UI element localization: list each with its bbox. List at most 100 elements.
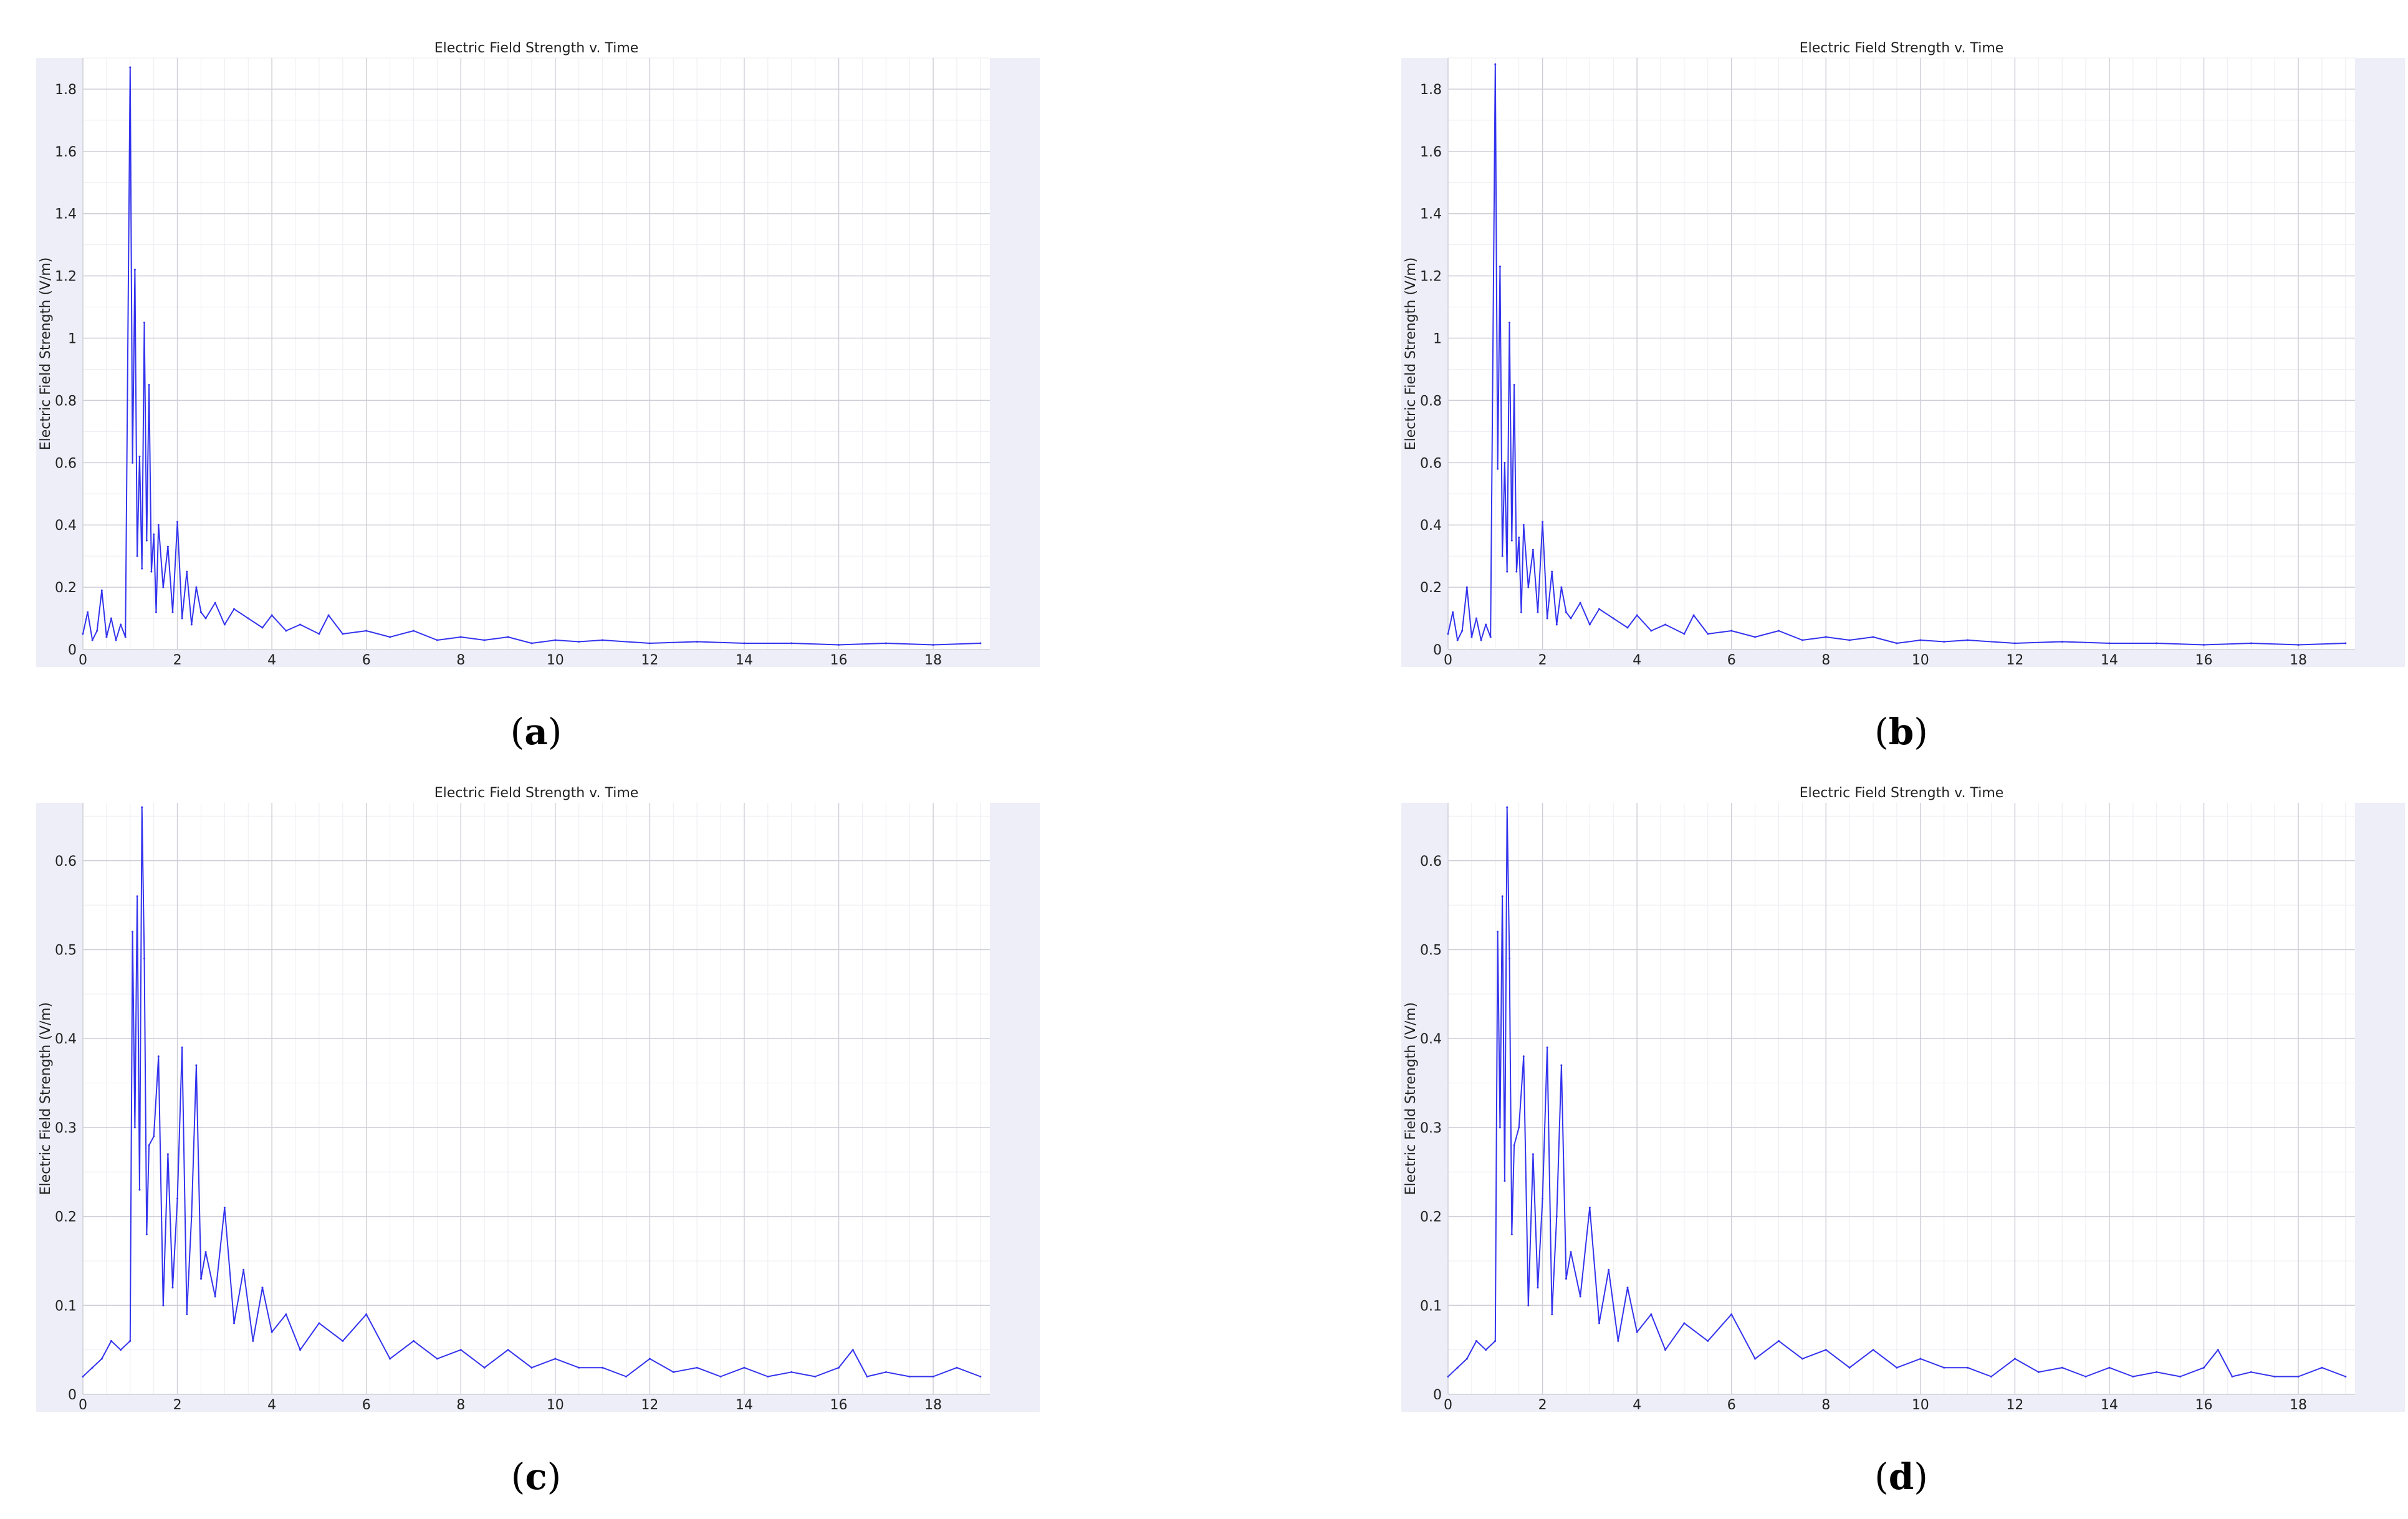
data-point: [648, 1358, 651, 1360]
x-tick-label: 18: [2290, 653, 2307, 667]
caption-letter-b: b: [1888, 711, 1914, 753]
data-point: [1497, 467, 1499, 470]
data-point: [195, 586, 198, 588]
data-point: [1527, 586, 1530, 588]
y-tick-label: 0: [1433, 1387, 1442, 1403]
x-tick-label: 10: [547, 653, 564, 667]
y-tick-label: 1.2: [55, 269, 77, 285]
data-point: [1560, 1064, 1563, 1066]
data-point: [743, 1366, 746, 1369]
data-point: [602, 639, 604, 641]
data-point: [2156, 1371, 2158, 1373]
data-point: [247, 617, 249, 620]
y-tick-label: 0.1: [55, 1298, 77, 1314]
data-point: [1943, 641, 1945, 643]
data-point: [141, 567, 143, 570]
data-point: [1872, 1349, 1874, 1351]
data-point: [1683, 1322, 1686, 1325]
x-tick-label: 2: [173, 1397, 182, 1412]
data-point: [1542, 520, 1544, 523]
data-point: [1598, 608, 1600, 610]
data-point: [100, 589, 103, 592]
data-point: [696, 641, 698, 643]
data-point: [285, 630, 287, 632]
data-point: [190, 1215, 193, 1218]
data-point: [790, 1371, 793, 1373]
data-point: [1546, 1046, 1548, 1048]
data-point: [195, 1064, 198, 1066]
data-point: [233, 1322, 235, 1325]
x-tick-label: 0: [79, 653, 87, 667]
data-point: [2344, 1375, 2347, 1378]
x-tick-label: 6: [362, 1397, 371, 1412]
data-point: [2108, 1366, 2111, 1369]
data-point: [1754, 1358, 1757, 1360]
data-point: [1527, 1304, 1530, 1306]
chart-panel-d: Electric Field Strength v. Time 0 2 4 6 8 10 12…: [1401, 782, 2405, 1412]
data-point: [696, 1366, 698, 1369]
data-point: [233, 608, 235, 610]
data-point: [365, 1313, 368, 1316]
data-point: [1510, 539, 1513, 542]
data-point: [186, 1313, 188, 1316]
data-point: [2217, 1349, 2219, 1351]
data-point: [100, 1358, 103, 1360]
data-point: [1896, 642, 1898, 644]
data-point: [2108, 642, 2111, 644]
data-point: [143, 322, 146, 324]
data-point: [743, 642, 746, 644]
data-point: [1504, 1180, 1506, 1182]
x-tick-label: 6: [1727, 653, 1736, 667]
data-point: [530, 642, 533, 644]
x-tick-label: 16: [830, 1397, 848, 1412]
data-point: [1730, 630, 1733, 632]
data-point: [1608, 1268, 1610, 1271]
data-point: [1522, 1055, 1525, 1058]
data-point: [327, 614, 330, 616]
data-point: [365, 630, 368, 632]
x-tick-label: 10: [1912, 653, 1929, 667]
data-point: [1872, 636, 1874, 638]
data-point: [124, 636, 127, 638]
data-point: [459, 1349, 462, 1351]
caption-d: (d): [1874, 1455, 1928, 1498]
data-point: [157, 1055, 160, 1058]
data-point: [157, 524, 160, 526]
data-point: [318, 1322, 320, 1325]
data-point: [162, 586, 165, 588]
data-point: [932, 644, 934, 646]
y-tick-label: 0.8: [55, 393, 77, 409]
data-point: [1825, 1349, 1827, 1351]
data-point: [1465, 1358, 1468, 1360]
y-tick-label: 1: [1433, 332, 1442, 347]
data-point: [1475, 1339, 1477, 1342]
y-tick-label: 1.8: [55, 82, 77, 98]
y-tick-label: 0: [68, 643, 77, 658]
y-tick-label: 1.8: [1420, 82, 1442, 98]
data-point: [1537, 611, 1539, 613]
x-tick-label: 14: [2101, 653, 2118, 667]
y-tick-label: 0.4: [1420, 1032, 1442, 1047]
data-point: [602, 1366, 604, 1369]
y-tick-label: 0.4: [55, 1032, 77, 1047]
data-point: [389, 1358, 391, 1360]
y-tick-label: 0: [1433, 643, 1442, 658]
x-axis-label: Time (us): [1869, 1411, 1934, 1412]
caption-letter-d: d: [1888, 1455, 1914, 1498]
data-point: [1825, 636, 1827, 638]
data-point: [242, 1268, 245, 1271]
data-point: [110, 1339, 112, 1342]
data-point: [1494, 63, 1497, 65]
data-point: [153, 1135, 155, 1138]
data-point: [190, 623, 193, 626]
y-tick-label: 0.2: [1420, 580, 1442, 596]
data-point: [1470, 636, 1473, 638]
x-tick-label: 0: [1444, 1397, 1452, 1412]
data-point: [932, 1375, 934, 1378]
data-point: [1598, 1322, 1600, 1325]
y-axis-label: Electric Field Strength (V/m): [38, 1002, 54, 1196]
caption-b: (b): [1874, 711, 1928, 753]
data-point: [2344, 642, 2347, 644]
data-point: [176, 1197, 179, 1200]
